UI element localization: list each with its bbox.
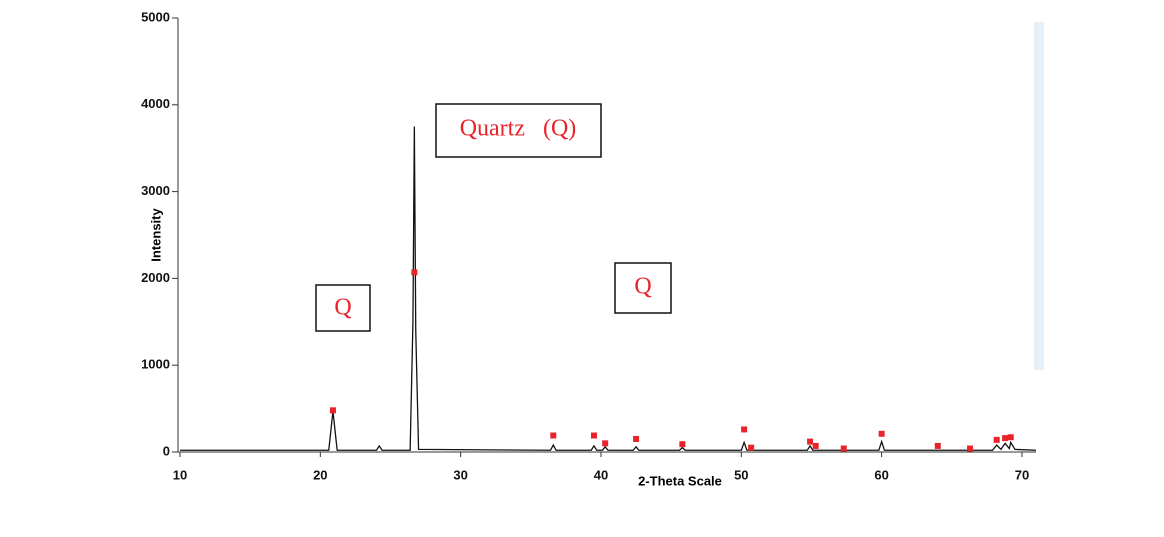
peak-marker: [967, 445, 974, 452]
x-axis-label: 2-Theta Scale: [638, 473, 722, 488]
annotation: Quartz (Q): [460, 116, 577, 142]
y-tick-label: 5000: [141, 9, 170, 24]
x-tick-label: 60: [874, 467, 888, 482]
peak-marker: [411, 269, 418, 276]
annotation: Q: [634, 274, 651, 300]
y-tick-label: 3000: [141, 183, 170, 198]
x-tick-label: 10: [173, 467, 187, 482]
y-tick-label: 2000: [141, 270, 170, 285]
y-axis-label: Intensity: [148, 208, 163, 262]
x-tick-label: 20: [313, 467, 327, 482]
peak-marker: [812, 442, 819, 449]
peak-marker: [878, 430, 885, 437]
peak-marker: [1002, 435, 1009, 442]
peak-marker: [329, 407, 336, 414]
peak-marker: [748, 444, 755, 451]
peak-marker: [602, 440, 609, 447]
peak-marker: [741, 426, 748, 433]
x-tick-label: 30: [453, 467, 467, 482]
annotation: Q: [334, 295, 351, 321]
peak-marker: [993, 436, 1000, 443]
xrd-pattern: [180, 126, 1037, 451]
x-tick-label: 70: [1015, 467, 1029, 482]
x-tick-label: 50: [734, 467, 748, 482]
y-tick-label: 1000: [141, 357, 170, 372]
peak-marker: [633, 435, 640, 442]
x-tick-label: 40: [594, 467, 608, 482]
y-tick-label: 4000: [141, 96, 170, 111]
peak-marker: [550, 432, 557, 439]
peak-marker: [590, 432, 597, 439]
annotation-box: [435, 103, 602, 158]
peak-marker: [840, 445, 847, 452]
peak-marker: [807, 438, 814, 445]
annotation-box: [614, 262, 672, 314]
peak-marker: [934, 442, 941, 449]
peak-marker: [1007, 434, 1014, 441]
y-tick-label: 0: [163, 443, 170, 458]
peak-marker: [679, 441, 686, 448]
side-band: [1034, 22, 1044, 370]
annotation-box: [315, 284, 371, 332]
